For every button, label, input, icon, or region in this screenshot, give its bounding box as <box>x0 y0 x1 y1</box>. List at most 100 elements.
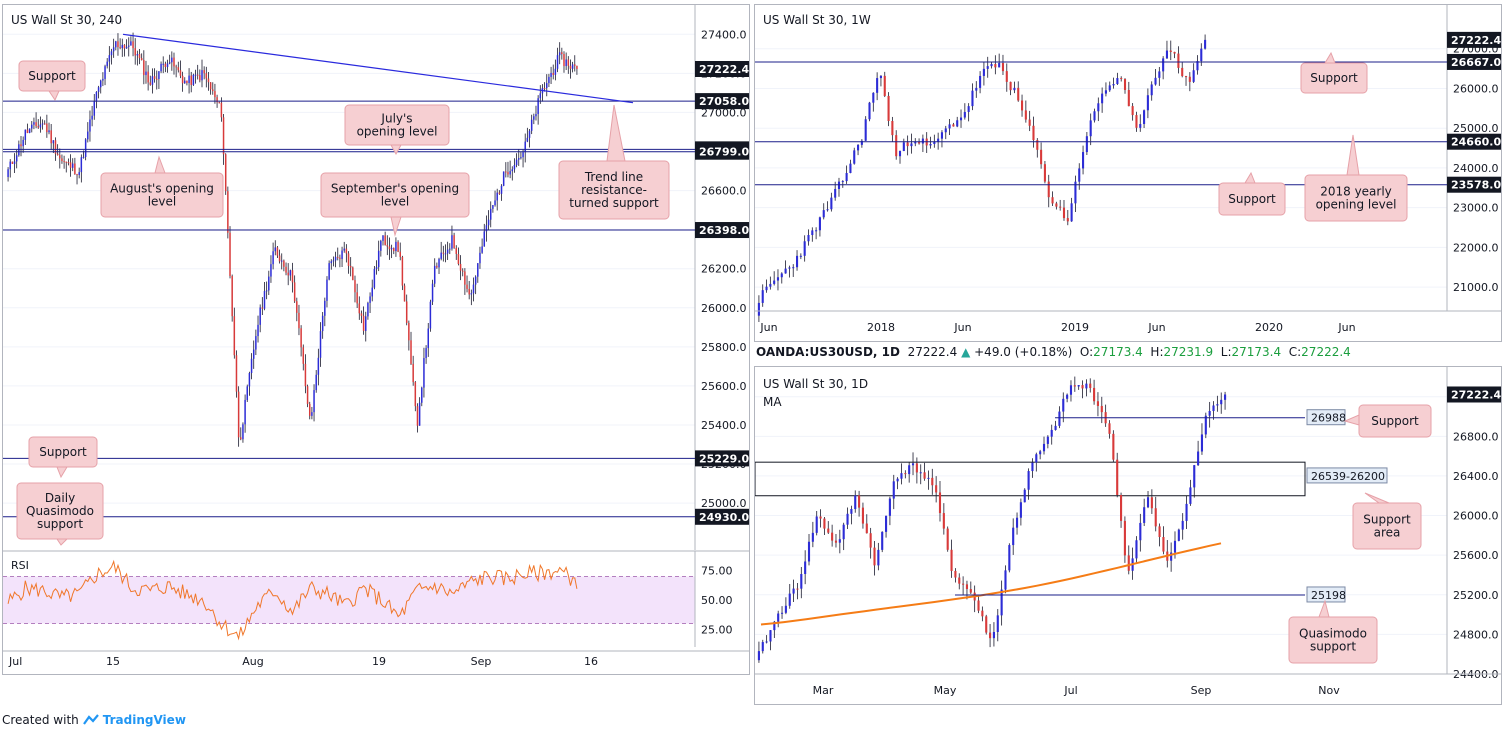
h4-candle <box>162 63 164 65</box>
weekly-candle <box>1150 84 1153 96</box>
weekly-candle <box>1070 203 1073 222</box>
h4-tick-label: 26000.0 <box>701 302 747 315</box>
daily-candle <box>1066 394 1069 399</box>
weekly-candle <box>857 144 860 151</box>
weekly-candle <box>1116 78 1119 85</box>
h4-candle <box>384 235 386 246</box>
h4-candle <box>276 247 279 256</box>
daily-candle <box>761 642 764 652</box>
weekly-candle <box>1066 218 1069 222</box>
daily-candle <box>931 477 934 486</box>
weekly-tick-label: 25000.0 <box>1453 122 1499 135</box>
daily-candle <box>819 516 822 519</box>
h4-candle <box>15 155 18 162</box>
daily-candle <box>800 573 803 589</box>
h4-tick-label: 26600.0 <box>701 185 747 198</box>
h4-price-tag-bg <box>695 450 749 467</box>
weekly-candle <box>895 135 898 157</box>
h4-candle <box>339 257 341 260</box>
daily-chart-canvas[interactable]: 27200.026800.026400.026000.025600.025200… <box>754 367 1501 704</box>
weekly-chart-panel[interactable]: 27000.0 26000.0 25000.0 24000.0 23000.0 22000… <box>754 4 1502 342</box>
h4-candle <box>543 88 546 90</box>
h4-candle <box>205 73 208 79</box>
daily-candle <box>1100 405 1103 413</box>
h4-candle <box>369 296 371 303</box>
daily-level-label-bg <box>1306 409 1346 426</box>
weekly-candle <box>1001 63 1005 72</box>
h4-candle <box>336 256 339 258</box>
daily-candle <box>965 584 969 590</box>
daily-candle <box>780 612 784 614</box>
h4-candle <box>188 75 190 84</box>
daily-open: 27173.4 <box>1093 345 1143 359</box>
weekly-candle <box>1009 81 1012 91</box>
weekly-callout-support-2: Support <box>1218 171 1286 216</box>
daily-candle <box>1139 522 1142 541</box>
h4-candle <box>470 293 473 295</box>
h4-candle <box>186 80 188 84</box>
h4-candle <box>293 282 296 302</box>
daily-candle <box>927 477 930 479</box>
daily-candle <box>831 532 834 541</box>
h4-candle <box>365 316 367 331</box>
tradingview-brand[interactable]: TradingView <box>102 713 186 727</box>
h4-candle <box>110 51 113 56</box>
daily-tick-label: 25600.0 <box>1453 549 1499 562</box>
weekly-candle <box>769 283 772 287</box>
h4-candle <box>561 52 563 55</box>
h4-candle <box>132 41 134 49</box>
daily-candle <box>1108 423 1111 434</box>
weekly-candle <box>959 117 963 121</box>
h4-tick-label: 25800.0 <box>701 341 747 354</box>
h4-candle <box>89 119 91 132</box>
daily-candle <box>1050 429 1053 437</box>
h4-candle <box>24 129 27 140</box>
h4-callout-september-open-text: level <box>381 195 410 209</box>
daily-candle <box>869 533 872 548</box>
weekly-candle <box>822 210 825 218</box>
h4-candle <box>179 70 182 76</box>
daily-candle <box>1019 502 1022 518</box>
h4-callout-august-open-text: level <box>148 195 177 209</box>
daily-tick-label: 26000.0 <box>1453 510 1499 523</box>
h4-chart-canvas[interactable]: 27400.027200.027000.026800.026600.026400… <box>3 5 749 674</box>
weekly-chart-canvas[interactable]: 27000.026000.025000.024000.023000.022000… <box>755 5 1501 341</box>
daily-candle <box>784 605 787 613</box>
weekly-candle <box>761 290 764 303</box>
h4-candle <box>505 171 507 173</box>
h4-candle <box>231 276 233 317</box>
h4-candle <box>489 208 492 220</box>
daily-candle <box>1112 433 1115 460</box>
h4-callout-quasimodo-text: Quasimodo <box>26 504 94 518</box>
h4-candle <box>119 47 121 49</box>
weekly-candle <box>1131 106 1134 116</box>
h4-candle <box>300 328 302 348</box>
weekly-candle <box>879 75 882 79</box>
weekly-candle <box>1108 85 1111 91</box>
weekly-candle <box>1184 76 1188 78</box>
h4-candle <box>358 303 361 314</box>
daily-x-tick-label: Nov <box>1318 684 1340 697</box>
weekly-candle <box>1040 149 1043 165</box>
h4-candle <box>76 174 78 176</box>
daily-price-tag: 27222.4 <box>1451 388 1501 401</box>
daily-candle <box>842 524 845 540</box>
weekly-candle <box>1169 50 1172 52</box>
daily-candle <box>815 516 818 533</box>
daily-candle <box>788 593 791 606</box>
daily-candle <box>923 472 926 479</box>
weekly-candle <box>906 142 909 147</box>
h4-chart-panel[interactable]: 27400.027200.027000.026800.026600.026400… <box>2 4 750 675</box>
daily-chart-panel[interactable]: 27200.026800.026400.026000.025600.025200… <box>754 366 1502 705</box>
h4-callout-september-open-pointer <box>390 216 402 237</box>
h4-candle <box>33 122 35 125</box>
h4-candle <box>418 402 421 426</box>
h4-callout-support-2-pointer <box>56 466 68 479</box>
weekly-candle <box>815 230 818 232</box>
h4-callout-quasimodo-text: Daily <box>45 491 75 505</box>
daily-candle <box>1000 589 1003 616</box>
daily-x-tick-label: Sep <box>1191 684 1212 697</box>
